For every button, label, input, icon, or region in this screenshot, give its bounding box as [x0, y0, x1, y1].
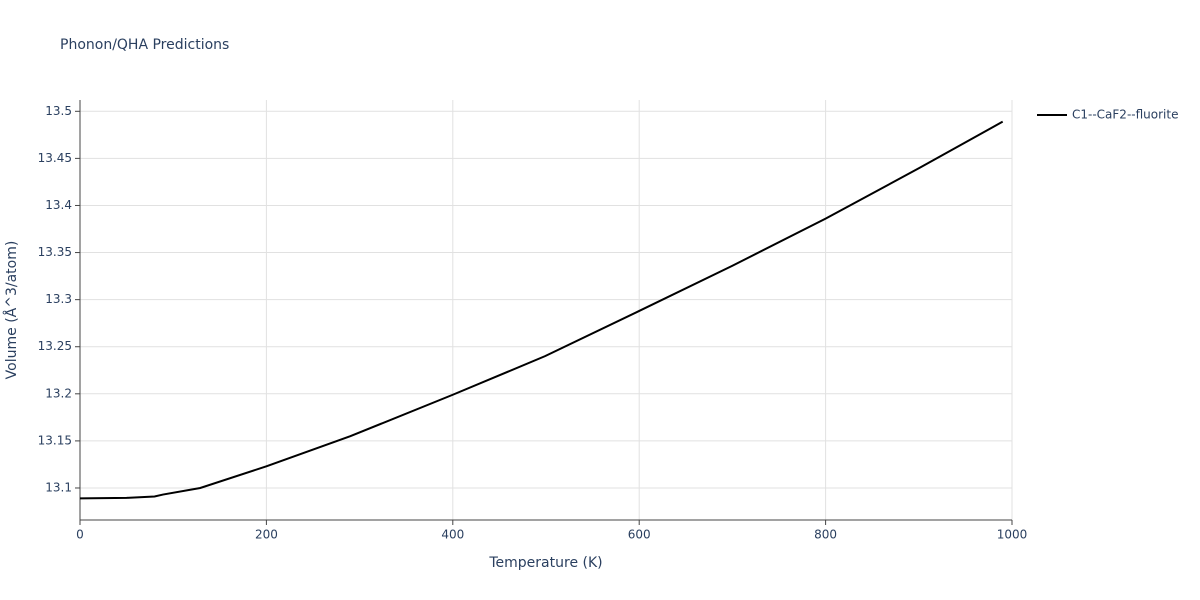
x-tick-label: 600: [628, 528, 651, 542]
x-tick-label: 200: [255, 528, 278, 542]
x-tick-label: 800: [814, 528, 837, 542]
x-axis-title: Temperature (K): [488, 555, 602, 571]
y-tick-label: 13.45: [38, 151, 72, 165]
y-tick-label: 13.2: [45, 386, 72, 400]
y-tick-label: 13.35: [38, 245, 72, 259]
chart-title: Phonon/QHA Predictions: [60, 37, 229, 53]
line-series: [79, 120, 1004, 500]
y-tick-label: 13.4: [45, 198, 72, 212]
y-tick-label: 13.15: [38, 433, 72, 447]
y-tick-label: 13.3: [45, 292, 72, 306]
y-tick-label: 13.5: [45, 104, 72, 118]
x-tick-label: 400: [441, 528, 464, 542]
y-tick-label: 13.1: [45, 480, 72, 494]
x-tick-label: 1000: [997, 528, 1028, 542]
y-tick-label: 13.25: [38, 339, 72, 353]
legend-label: C1--CaF2--fluorite: [1072, 108, 1178, 122]
x-tick-label: 0: [76, 528, 84, 542]
y-axis-title: Volume (Å^3/atom): [3, 241, 20, 380]
